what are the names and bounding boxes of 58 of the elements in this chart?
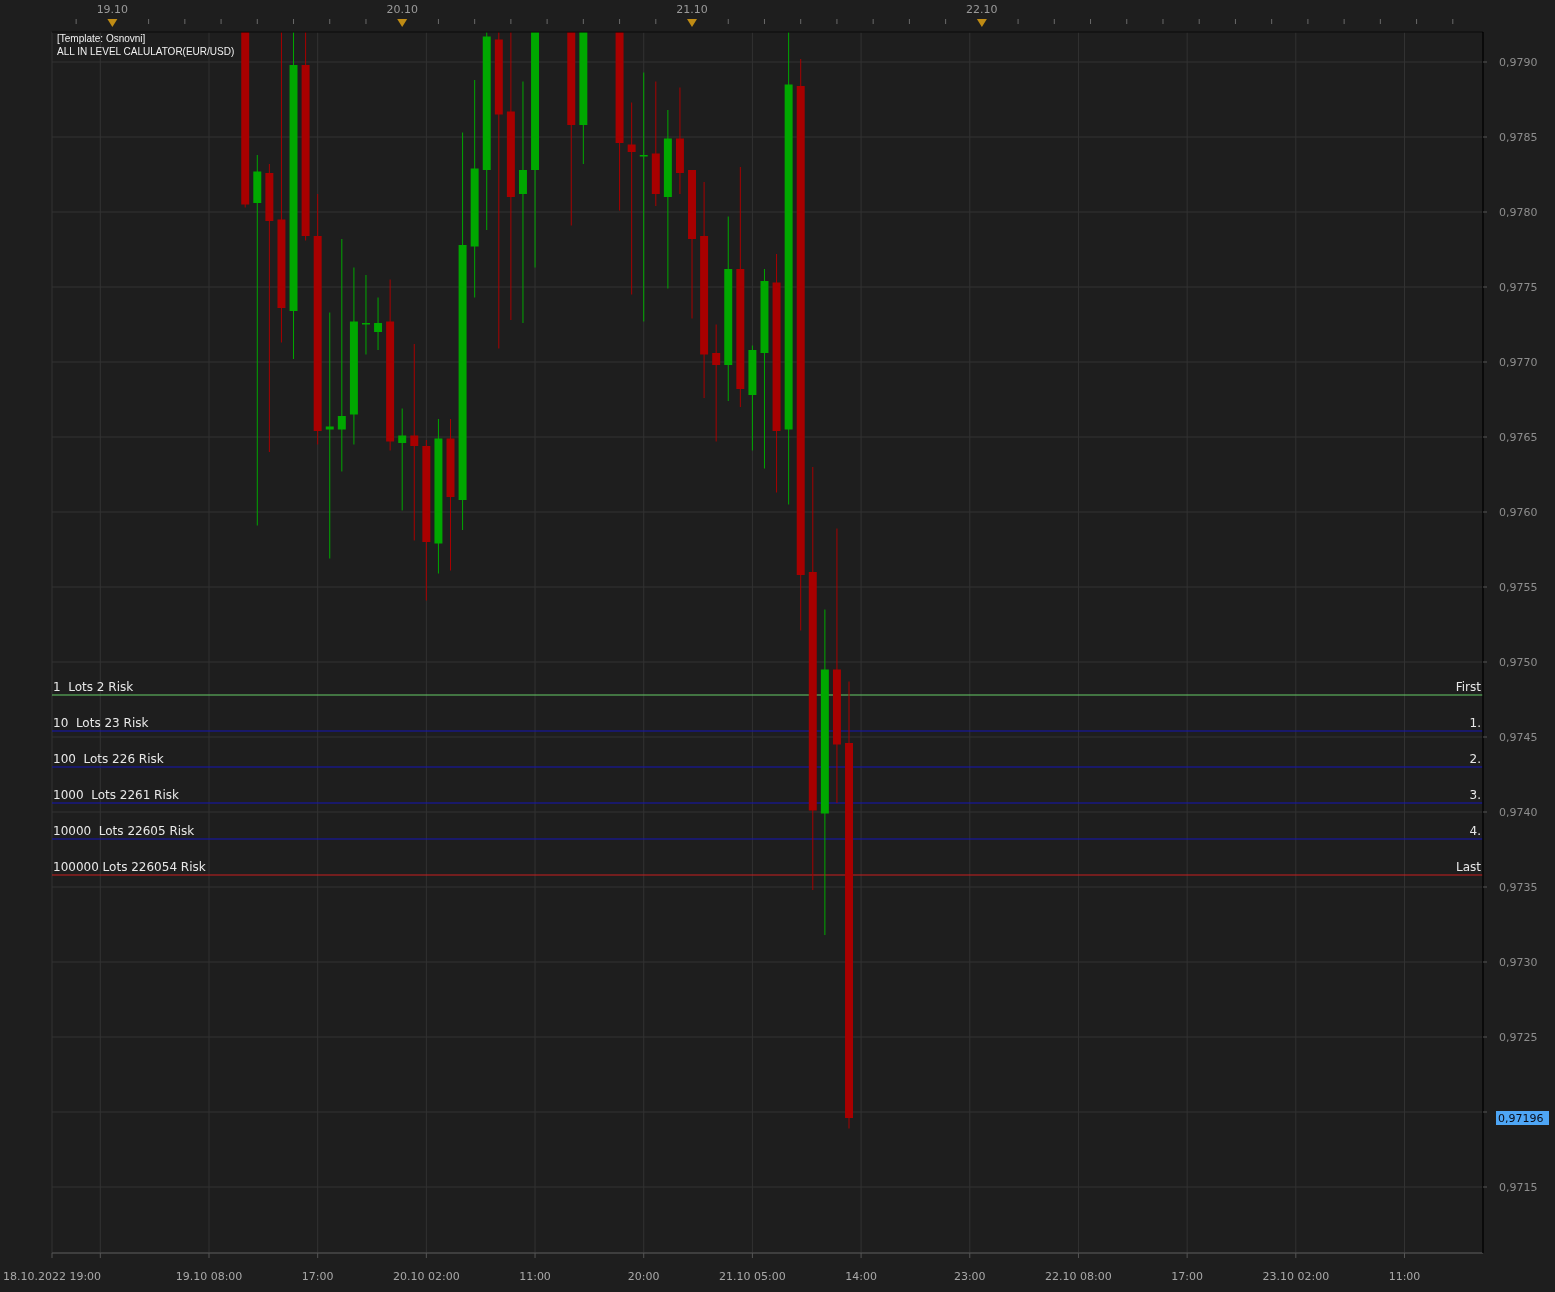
x2-tick-label: 22.10 [966, 3, 998, 16]
candlestick [639, 72, 648, 322]
annotation: 100000 Lots 226054 Risk [53, 860, 206, 874]
x-tick-label: 20.10 02:00 [393, 1269, 460, 1283]
annotation: 100 Lots 226 Risk [53, 752, 164, 766]
x-tick-label: 21.10 05:00 [719, 1269, 786, 1283]
y-tick-label: 0,9760 [1499, 505, 1538, 519]
x-tick-label: 23.10 02:00 [1262, 1269, 1330, 1283]
candlestick [361, 274, 370, 355]
y-tick-label: 0,9740 [1499, 805, 1538, 819]
annotation: 1. [1469, 716, 1481, 730]
candlestick [398, 408, 407, 511]
x-tick-label: 17:00 [1171, 1269, 1203, 1283]
candlestick [374, 297, 383, 351]
x-tick-label: 19.10 08:00 [175, 1269, 243, 1283]
annotation: 10000 Lots 22605 Risk [53, 824, 195, 838]
x2-tick-label: 20.10 [386, 3, 418, 16]
annotation: 1 Lots 2 Risk [53, 680, 134, 694]
y-tick-label: 0,9715 [1499, 1180, 1538, 1194]
candlestick [325, 312, 334, 559]
x-tick-label: 18.10.2022 19:00 [2, 1269, 102, 1283]
x-tick-label: 20:00 [627, 1269, 660, 1283]
annotation: First [1455, 680, 1482, 694]
annotation: 10 Lots 23 Risk [53, 716, 149, 730]
candlestick [518, 81, 527, 324]
annotation: Last [1456, 860, 1482, 874]
candlestick [712, 324, 721, 442]
y-tick-label: 0,9780 [1499, 205, 1538, 219]
y-tick-label: 0,9775 [1499, 280, 1538, 294]
x-tick-label: 17:00 [301, 1269, 334, 1283]
x-tick-label: 11:00 [519, 1269, 551, 1283]
annotation: 3. [1469, 788, 1481, 802]
y-tick-label: 0,9755 [1499, 580, 1538, 594]
annotation: 4. [1469, 824, 1481, 838]
y-tick-label: 0,9750 [1499, 655, 1538, 669]
y-tick-label: 0,9790 [1499, 55, 1538, 69]
candlestick [337, 238, 346, 472]
y-tick-label: 0,9765 [1499, 430, 1538, 444]
x2-tick-label: 21.10 [676, 3, 708, 16]
annotation: 1000 Lots 2261 Risk [53, 788, 180, 802]
x-tick-label: 22.10 08:00 [1045, 1269, 1112, 1283]
y-tick-label: 0,9745 [1499, 730, 1538, 744]
y-tick-label: 0,9735 [1499, 880, 1538, 894]
x-tick-label: 11:00 [1388, 1269, 1421, 1283]
y-tick-label: 0,9730 [1499, 955, 1538, 969]
candlestick [410, 343, 419, 541]
x-tick-label: 23:00 [953, 1269, 986, 1283]
x-tick-label: 14:00 [845, 1269, 877, 1283]
text: 0,97196 [1498, 1112, 1544, 1125]
x2-tick-label: 19.10 [96, 3, 129, 16]
candlestick [627, 102, 636, 295]
y-tick-label: 0,9770 [1499, 355, 1538, 369]
y-tick-label: 0,9785 [1499, 130, 1538, 144]
chart-title: [Template: Osnovni] [57, 33, 146, 44]
text: ALL IN LEVEL CALULATOR(EUR/USD) [57, 46, 235, 57]
candlestick [253, 154, 262, 526]
y-tick-label: 0,9725 [1499, 1030, 1538, 1044]
annotation: 2. [1469, 752, 1481, 766]
